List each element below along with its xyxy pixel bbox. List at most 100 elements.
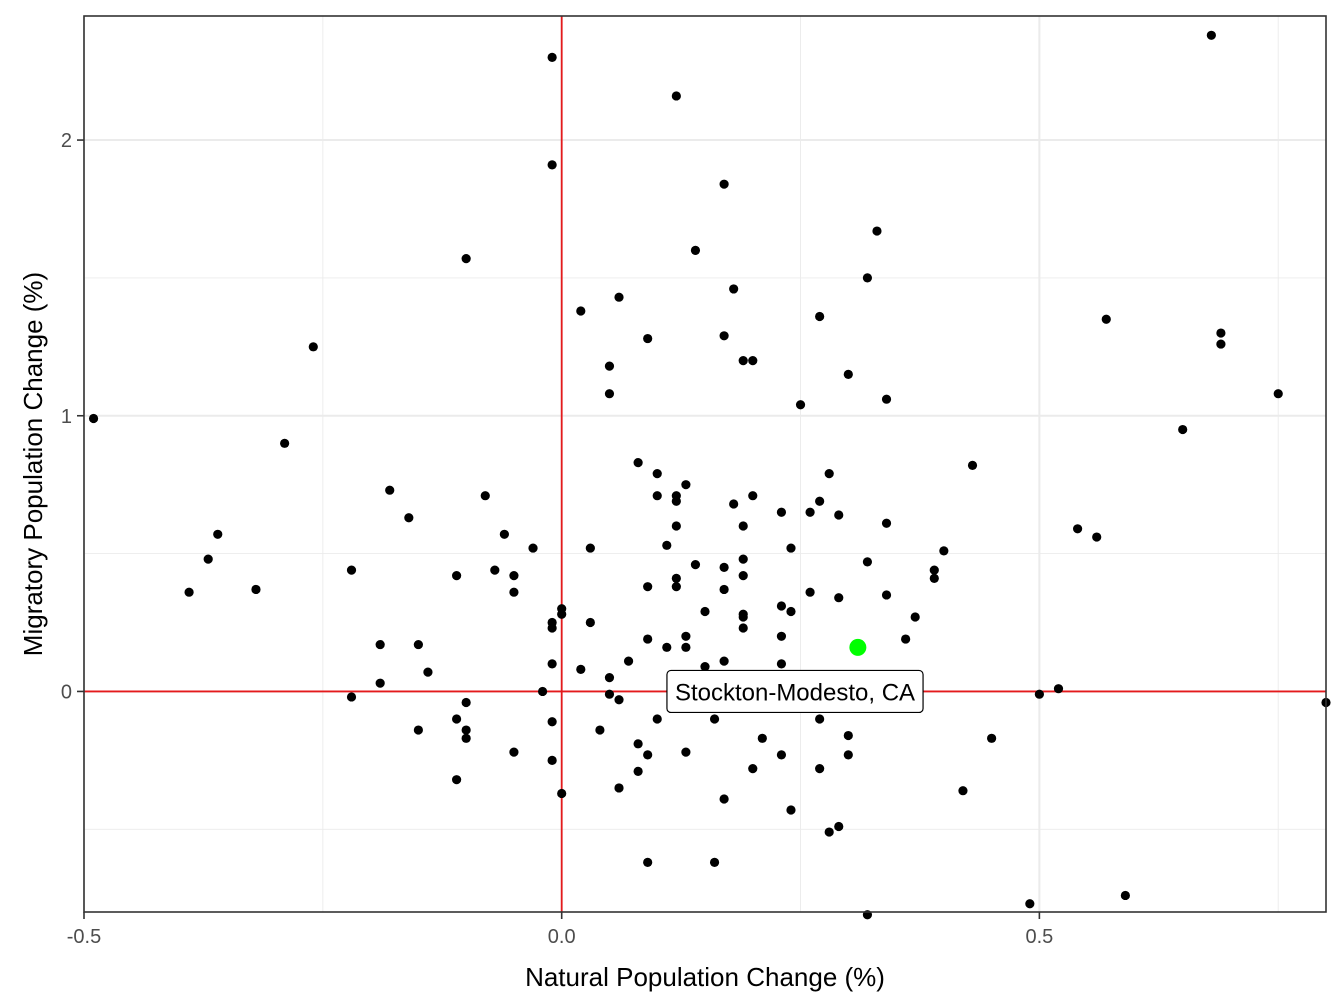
data-point xyxy=(595,725,605,735)
x-tick-label: 0.0 xyxy=(548,926,576,948)
data-point xyxy=(385,485,395,495)
data-point xyxy=(346,565,357,575)
data-point xyxy=(308,342,318,352)
data-point xyxy=(776,659,787,669)
data-point xyxy=(671,91,681,101)
data-point xyxy=(939,546,949,556)
data-point xyxy=(547,755,557,765)
data-point xyxy=(413,639,423,650)
data-point xyxy=(633,458,643,468)
data-point xyxy=(776,507,787,517)
data-point xyxy=(1216,328,1226,338)
data-point xyxy=(757,733,767,743)
plot-panel xyxy=(84,16,1326,912)
data-point xyxy=(662,540,672,550)
data-point xyxy=(528,543,538,553)
data-point xyxy=(805,587,815,597)
data-point xyxy=(815,714,825,724)
highlight-point xyxy=(849,638,867,656)
data-point xyxy=(1178,424,1188,435)
data-point xyxy=(280,438,290,448)
data-point xyxy=(346,692,357,702)
data-point xyxy=(719,584,729,595)
data-point xyxy=(1101,314,1111,324)
data-point xyxy=(1034,689,1044,699)
data-point xyxy=(576,664,586,674)
data-point xyxy=(719,656,729,666)
data-point xyxy=(786,606,796,617)
data-point xyxy=(681,631,691,641)
data-point xyxy=(604,689,615,699)
data-point xyxy=(614,783,624,793)
data-point xyxy=(901,634,911,644)
data-point xyxy=(881,518,892,528)
y-tick-label: 0 xyxy=(61,681,72,703)
data-point xyxy=(729,499,739,509)
data-point xyxy=(547,659,557,669)
x-tick-label: 0.5 xyxy=(1025,926,1053,948)
data-point xyxy=(815,764,825,774)
data-point xyxy=(509,571,519,581)
data-point xyxy=(738,571,748,581)
data-point xyxy=(490,565,500,575)
minor-gridlines xyxy=(84,16,1326,912)
data-point xyxy=(738,612,748,622)
data-point xyxy=(585,617,595,628)
data-point xyxy=(834,510,844,520)
data-point xyxy=(1216,339,1226,349)
data-points xyxy=(88,30,1331,920)
data-point xyxy=(719,331,729,341)
data-point xyxy=(862,273,873,283)
data-point xyxy=(671,573,681,584)
data-point xyxy=(738,554,748,564)
plot-border xyxy=(83,15,1327,913)
data-point xyxy=(633,739,643,749)
data-point xyxy=(776,750,787,760)
data-point xyxy=(547,52,557,62)
data-point xyxy=(604,361,615,371)
data-point xyxy=(643,333,653,344)
data-point xyxy=(1273,389,1283,399)
data-point xyxy=(604,673,615,683)
data-point xyxy=(623,656,634,666)
data-point xyxy=(547,623,557,633)
data-point xyxy=(452,714,462,724)
highlight-label-box xyxy=(666,669,924,714)
data-point xyxy=(748,491,758,501)
data-point xyxy=(213,529,223,539)
data-point xyxy=(671,582,681,592)
data-point xyxy=(700,606,710,617)
data-point xyxy=(557,788,567,799)
data-point xyxy=(461,725,471,735)
data-point xyxy=(404,513,414,523)
data-point xyxy=(509,587,519,597)
data-point xyxy=(480,491,490,501)
data-point xyxy=(1120,890,1130,901)
x-axis-title: Natural Population Change (%) xyxy=(525,962,885,992)
data-point xyxy=(709,857,720,867)
data-point xyxy=(929,573,939,584)
data-point xyxy=(862,557,873,567)
data-point xyxy=(786,805,796,815)
data-point xyxy=(203,554,213,564)
data-point xyxy=(958,786,968,796)
data-point xyxy=(834,593,844,603)
data-point xyxy=(652,491,662,501)
data-point xyxy=(547,717,557,727)
data-point xyxy=(375,639,385,650)
data-point xyxy=(1073,524,1083,534)
data-point xyxy=(681,642,691,652)
y-axis: 0 1 2 xyxy=(61,130,84,703)
data-point xyxy=(824,827,834,837)
data-point xyxy=(1025,899,1035,909)
data-point xyxy=(184,587,194,597)
data-point xyxy=(843,730,853,741)
data-point xyxy=(748,356,758,366)
data-point xyxy=(643,857,653,867)
data-point xyxy=(738,356,748,366)
data-point xyxy=(652,714,662,724)
data-point xyxy=(643,582,653,592)
data-point xyxy=(375,678,385,688)
data-point xyxy=(633,766,643,776)
